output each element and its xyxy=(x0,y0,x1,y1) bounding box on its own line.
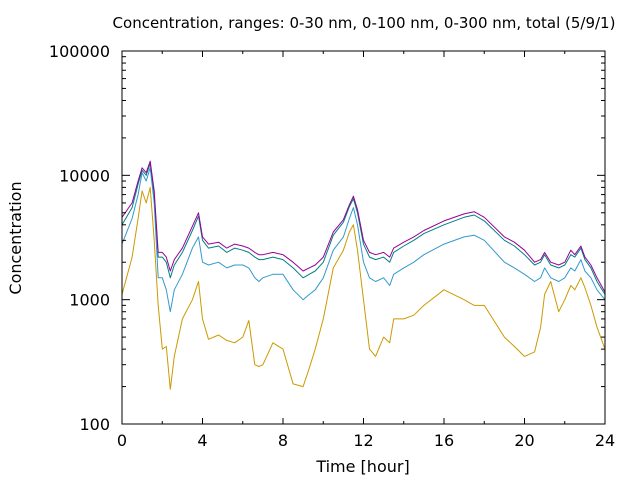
series-line-3 xyxy=(121,162,606,295)
series-line-1 xyxy=(121,186,606,390)
x-tick-label: 0 xyxy=(117,431,127,450)
series-layer xyxy=(121,160,606,390)
plot-frame xyxy=(121,50,606,425)
x-tick-label: 24 xyxy=(595,431,615,450)
x-axis-title: Time [hour] xyxy=(315,457,409,476)
ticks-layer: 0 4 8 12 16 20 24 100 1000 10000 100000 xyxy=(49,42,615,450)
y-tick-label: 10000 xyxy=(59,166,110,185)
chart-title: Concentration, ranges: 0-30 nm, 0-100 nm… xyxy=(113,14,616,32)
y-tick-label: 100 xyxy=(79,415,110,434)
series-line-4 xyxy=(121,160,606,293)
x-tick-label: 12 xyxy=(353,431,373,450)
x-tick-label: 16 xyxy=(434,431,454,450)
x-tick-label: 8 xyxy=(278,431,288,450)
series-line-2 xyxy=(121,167,606,313)
y-tick-label: 100000 xyxy=(49,42,110,61)
y-axis-title: Concentration xyxy=(6,181,25,294)
x-tick-label: 20 xyxy=(514,431,534,450)
y-tick-label: 1000 xyxy=(69,291,110,310)
x-tick-label: 4 xyxy=(197,431,207,450)
